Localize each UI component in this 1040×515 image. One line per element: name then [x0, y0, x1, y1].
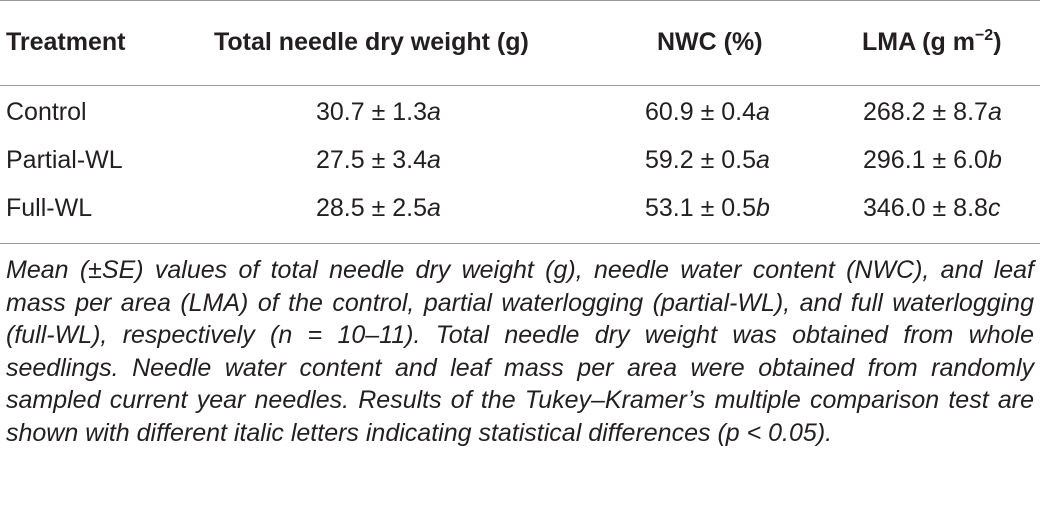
header-lma-suffix: ): [993, 28, 1002, 56]
cell-value: 296.1 ± 6.0: [863, 146, 988, 174]
significance-letter: b: [987, 146, 1002, 174]
bottom-rule: [0, 243, 1040, 244]
row-dry-weight: 27.5 ± 3.4a: [316, 145, 441, 175]
header-nwc: NWC (%): [657, 28, 763, 56]
header-lma-prefix: LMA (g m: [862, 28, 975, 56]
row-nwc: 60.9 ± 0.4a: [645, 97, 770, 127]
row-treatment: Full-WL: [6, 194, 93, 222]
significance-letter: a: [987, 98, 1002, 126]
row-lma: 268.2 ± 8.7a: [863, 97, 1002, 127]
cell-value: 28.5 ± 2.5: [316, 194, 428, 222]
header-lma-exponent: −2: [974, 27, 994, 44]
significance-letter: a: [427, 98, 441, 126]
header-rule: [0, 85, 1040, 86]
cell-value: 27.5 ± 3.4: [316, 146, 428, 174]
cell-value: 60.9 ± 0.4: [645, 98, 757, 126]
significance-letter: c: [987, 194, 1001, 222]
header-lma: LMA (g m−2): [862, 27, 1002, 57]
significance-letter: a: [756, 98, 770, 126]
header-dry-weight: Total needle dry weight (g): [214, 28, 529, 56]
row-dry-weight: 30.7 ± 1.3a: [316, 97, 441, 127]
significance-letter: a: [427, 146, 441, 174]
cell-value: 59.2 ± 0.5: [645, 146, 757, 174]
cell-value: 53.1 ± 0.5: [645, 194, 757, 222]
header-treatment: Treatment: [6, 28, 126, 56]
cell-value: 30.7 ± 1.3: [316, 98, 428, 126]
table-caption: Mean (±SE) values of total needle dry we…: [6, 256, 1034, 447]
row-nwc: 53.1 ± 0.5b: [645, 193, 770, 223]
significance-letter: a: [756, 146, 770, 174]
significance-letter: b: [756, 194, 770, 222]
row-treatment: Partial-WL: [6, 146, 123, 174]
row-dry-weight: 28.5 ± 2.5a: [316, 193, 441, 223]
significance-letter: a: [427, 194, 441, 222]
cell-value: 346.0 ± 8.8: [863, 194, 988, 222]
top-rule: [0, 0, 1040, 1]
row-nwc: 59.2 ± 0.5a: [645, 145, 770, 175]
row-treatment: Control: [6, 98, 87, 126]
row-lma: 296.1 ± 6.0b: [863, 145, 1002, 175]
row-lma: 346.0 ± 8.8c: [863, 193, 1000, 223]
cell-value: 268.2 ± 8.7: [863, 98, 988, 126]
